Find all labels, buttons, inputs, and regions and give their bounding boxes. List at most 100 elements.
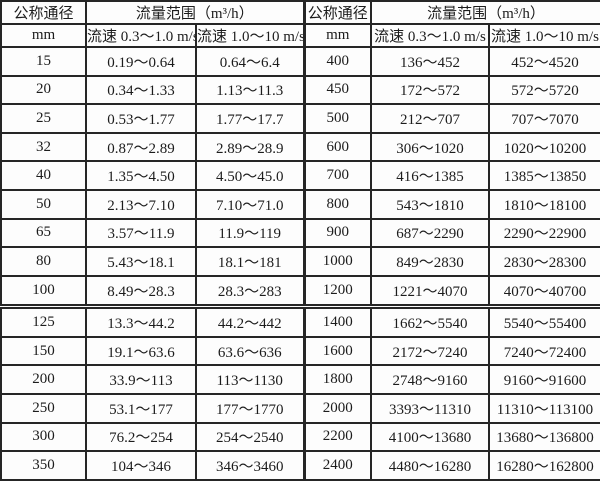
table-cell: 1662～5540 bbox=[370, 303, 490, 338]
table-cell: 3.57～11.9 bbox=[85, 217, 197, 249]
table-row: 250 53.1～177 177～1770 2000 3393～11310 11310～1… bbox=[0, 393, 600, 424]
table-cell: 707～7070 bbox=[488, 103, 600, 134]
table-row: 125 13.3～44.2 44.2～442 1400 1662～5540 5540～55… bbox=[0, 303, 600, 338]
table-row: 200 33.9～113 113～1130 1800 2748～9160 9160～916… bbox=[0, 364, 600, 396]
table-cell: 15 bbox=[0, 46, 87, 77]
right-diameter-header: 公称通径 bbox=[302, 0, 372, 25]
table-cell: 4070～40700 bbox=[488, 274, 600, 308]
table-cell: 2.13～7.10 bbox=[85, 189, 197, 220]
table-cell: 1.77～17.7 bbox=[195, 103, 305, 134]
table-row: 300 76.2～254 254～2540 2200 4100～13680 13680～1… bbox=[0, 421, 600, 453]
table-cell: 18.1～181 bbox=[195, 246, 305, 277]
table-cell: 32 bbox=[0, 131, 87, 163]
table-cell: 13680～136800 bbox=[488, 421, 600, 453]
right-low-velocity-header: 流速 0.3～1.0 m/s bbox=[370, 23, 490, 48]
table-cell: 0.64～6.4 bbox=[195, 46, 305, 77]
table-cell: 65 bbox=[0, 217, 87, 249]
table-row: 100 8.49～28.3 28.3～283 1200 1221～4070 4070～40… bbox=[0, 274, 600, 308]
table-row: 25 0.53～1.77 1.77～17.7 500 212～707 707～7070 bbox=[0, 103, 600, 134]
table-row: 50 2.13～7.10 7.10～71.0 800 543～1810 1810～1810… bbox=[0, 189, 600, 220]
table-cell: 136～452 bbox=[370, 46, 490, 77]
table-cell: 1600 bbox=[302, 335, 372, 367]
table-cell: 800 bbox=[302, 189, 372, 220]
table-row: 80 5.43～18.1 18.1～181 1000 849～2830 2830～2830… bbox=[0, 246, 600, 277]
table-cell: 76.2～254 bbox=[85, 421, 197, 453]
table-cell: 7.10～71.0 bbox=[195, 189, 305, 220]
table-row: 65 3.57～11.9 11.9～119 900 687～2290 2290～22900 bbox=[0, 217, 600, 249]
table-body: 15 0.19～0.64 0.64～6.4 400 136～452 452～4520 20 0… bbox=[0, 46, 600, 481]
table-cell: 0.87～2.89 bbox=[85, 131, 197, 163]
table-cell: 0.53～1.77 bbox=[85, 103, 197, 134]
table-cell: 1.13～11.3 bbox=[195, 74, 305, 106]
table-cell: 452～4520 bbox=[488, 46, 600, 77]
table-row: 20 0.34～1.33 1.13～11.3 450 172～572 572～5720 bbox=[0, 74, 600, 106]
table-cell: 2.89～28.9 bbox=[195, 131, 305, 163]
table-row: 150 19.1～63.6 63.6～636 1600 2172～7240 7240～72… bbox=[0, 335, 600, 367]
table-cell: 572～5720 bbox=[488, 74, 600, 106]
table-cell: 200 bbox=[0, 364, 87, 396]
table-cell: 416～1385 bbox=[370, 160, 490, 192]
table-cell: 5540～55400 bbox=[488, 303, 600, 338]
table-cell: 33.9～113 bbox=[85, 364, 197, 396]
table-cell: 13.3～44.2 bbox=[85, 303, 197, 338]
table-cell: 4480～16280 bbox=[370, 450, 490, 481]
table-cell: 600 bbox=[302, 131, 372, 163]
table-row: 350 104～346 346～3460 2400 4480～16280 16280～16… bbox=[0, 450, 600, 481]
table-cell: 4100～13680 bbox=[370, 421, 490, 453]
table-cell: 687～2290 bbox=[370, 217, 490, 249]
left-flow-range-header: 流量范围（m³/h） bbox=[85, 0, 305, 25]
table-cell: 25 bbox=[0, 103, 87, 134]
table-cell: 2200 bbox=[302, 421, 372, 453]
table-cell: 346～3460 bbox=[195, 450, 305, 481]
table-cell: 700 bbox=[302, 160, 372, 192]
table-cell: 113～1130 bbox=[195, 364, 305, 396]
table-cell: 2400 bbox=[302, 450, 372, 481]
table-cell: 250 bbox=[0, 393, 87, 424]
table-cell: 1810～18100 bbox=[488, 189, 600, 220]
table-cell: 0.34～1.33 bbox=[85, 74, 197, 106]
table-cell: 50 bbox=[0, 189, 87, 220]
table-cell: 100 bbox=[0, 274, 87, 308]
table-cell: 44.2～442 bbox=[195, 303, 305, 338]
table-row: 15 0.19～0.64 0.64～6.4 400 136～452 452～4520 bbox=[0, 46, 600, 77]
right-unit-header: mm bbox=[302, 23, 372, 48]
table-cell: 20 bbox=[0, 74, 87, 106]
table-cell: 11310～113100 bbox=[488, 393, 600, 424]
table-cell: 9160～91600 bbox=[488, 364, 600, 396]
table-cell: 40 bbox=[0, 160, 87, 192]
table-cell: 0.19～0.64 bbox=[85, 46, 197, 77]
left-high-velocity-header: 流速 1.0～10 m/s bbox=[195, 23, 305, 48]
table-cell: 2748～9160 bbox=[370, 364, 490, 396]
table-cell: 16280～162800 bbox=[488, 450, 600, 481]
table-row: 32 0.87～2.89 2.89～28.9 600 306～1020 1020～1020… bbox=[0, 131, 600, 163]
table-cell: 849～2830 bbox=[370, 246, 490, 277]
left-low-velocity-header: 流速 0.3～1.0 m/s bbox=[85, 23, 197, 48]
table-cell: 177～1770 bbox=[195, 393, 305, 424]
table-cell: 172～572 bbox=[370, 74, 490, 106]
table-cell: 4.50～45.0 bbox=[195, 160, 305, 192]
table-cell: 5.43～18.1 bbox=[85, 246, 197, 277]
table-cell: 2172～7240 bbox=[370, 335, 490, 367]
table-cell: 1385～13850 bbox=[488, 160, 600, 192]
table-cell: 1221～4070 bbox=[370, 274, 490, 308]
table-cell: 2830～28300 bbox=[488, 246, 600, 277]
table-cell: 350 bbox=[0, 450, 87, 481]
table-cell: 1000 bbox=[302, 246, 372, 277]
table-cell: 543～1810 bbox=[370, 189, 490, 220]
table-cell: 8.49～28.3 bbox=[85, 274, 197, 308]
table-row: 40 1.35～4.50 4.50～45.0 700 416～1385 1385～1385… bbox=[0, 160, 600, 192]
table-cell: 1.35～4.50 bbox=[85, 160, 197, 192]
table-cell: 3393～11310 bbox=[370, 393, 490, 424]
table-cell: 2000 bbox=[302, 393, 372, 424]
table-cell: 2290～22900 bbox=[488, 217, 600, 249]
left-unit-header: mm bbox=[0, 23, 87, 48]
left-diameter-header: 公称通径 bbox=[0, 0, 87, 25]
table-cell: 500 bbox=[302, 103, 372, 134]
table-cell: 306～1020 bbox=[370, 131, 490, 163]
table-cell: 19.1～63.6 bbox=[85, 335, 197, 367]
table-cell: 28.3～283 bbox=[195, 274, 305, 308]
table-subheader-row: mm 流速 0.3～1.0 m/s 流速 1.0～10 m/s mm 流速 0.… bbox=[0, 23, 600, 48]
right-flow-range-header: 流量范围（m³/h） bbox=[370, 0, 600, 25]
table-cell: 125 bbox=[0, 303, 87, 338]
